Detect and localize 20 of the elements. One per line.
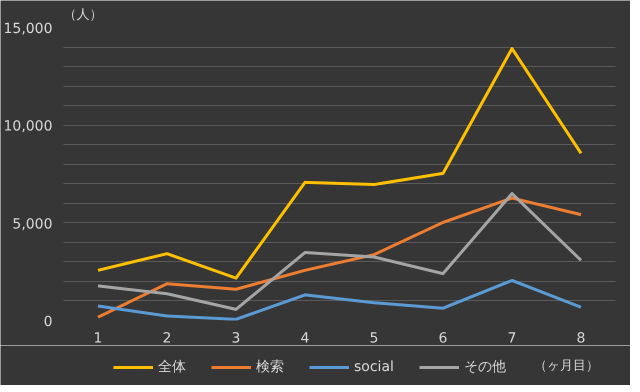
x-tick-label: 5	[370, 330, 378, 346]
y-tick-label: 15,000	[4, 21, 53, 37]
x-tick-label: 6	[438, 330, 448, 346]
legend-label: social	[354, 359, 394, 375]
y-axis-title: （人）	[64, 8, 102, 22]
x-axis-title: （ヶ月目）	[534, 358, 599, 374]
line-series	[96, 278, 582, 320]
x-tick-label: 4	[300, 330, 310, 346]
x-tick-label: 8	[576, 330, 586, 346]
line-series	[96, 47, 582, 280]
y-tick-label: 5,000	[12, 216, 53, 232]
y-tick-label: 0	[44, 314, 53, 330]
x-tick-label: 3	[232, 330, 240, 346]
legend-label: 全体	[158, 358, 186, 376]
legend-label: 検索	[256, 358, 284, 376]
legend-label: その他	[464, 358, 506, 376]
x-tick-label: 1	[94, 330, 102, 346]
y-tick-label: 10,000	[4, 118, 53, 135]
x-tick-label: 2	[162, 330, 172, 346]
x-tick-label: 7	[508, 330, 516, 346]
